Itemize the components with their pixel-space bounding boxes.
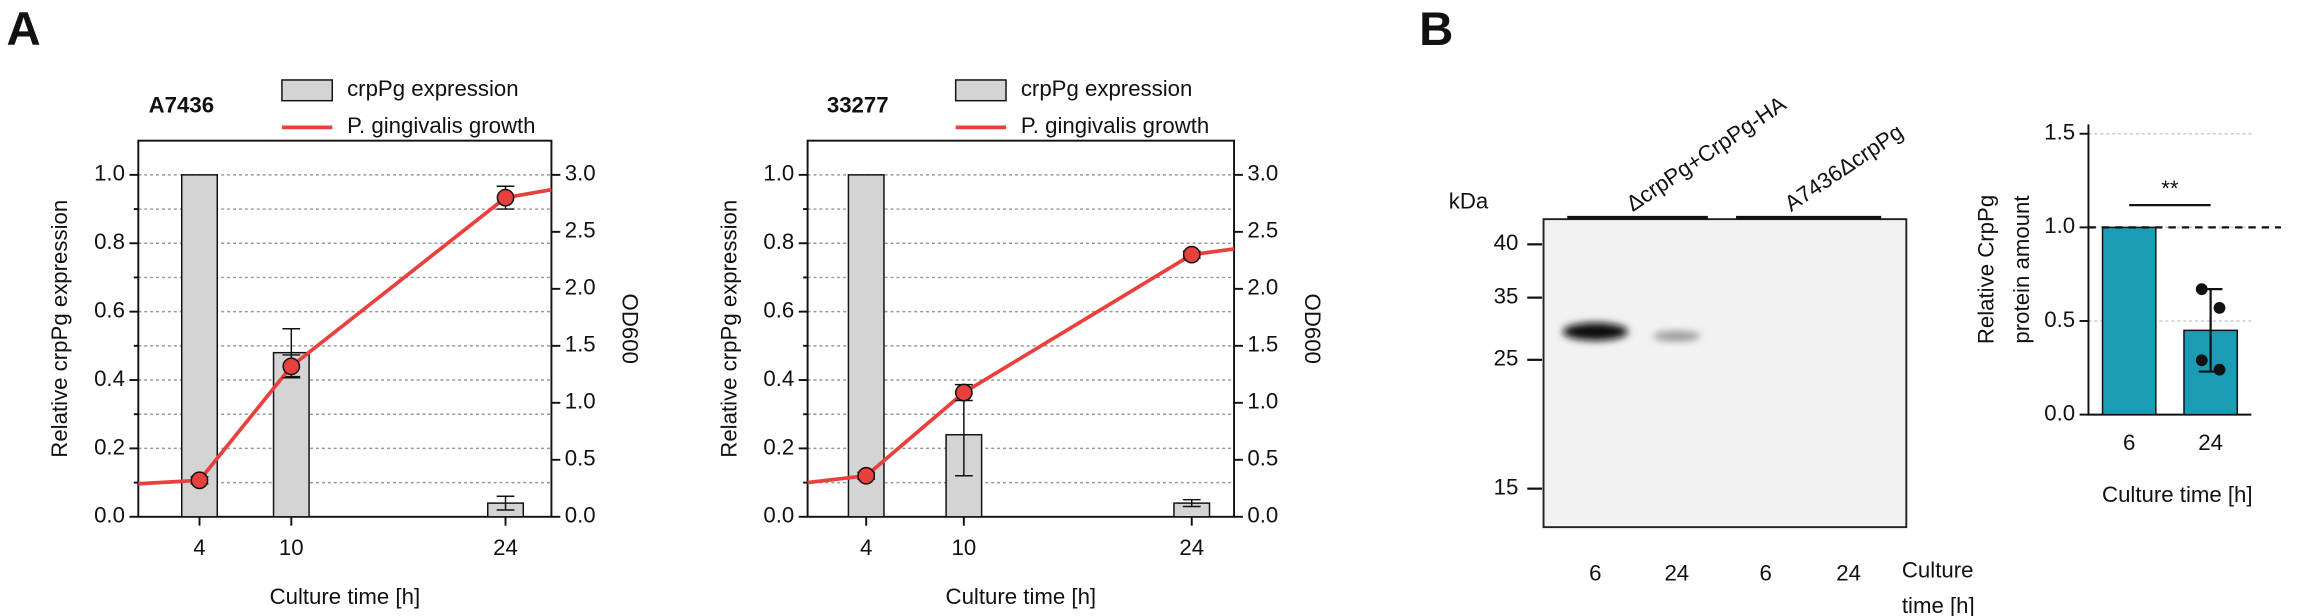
y2-tick-label: 2.5 [565,218,596,243]
mw-marker: 15 [1494,475,1519,500]
growth-point [857,466,876,485]
lane-label: A7436ΔcrpPg [1780,119,1908,216]
error-bar [1182,498,1201,508]
y2-axis-label: OD600 [1300,294,1325,364]
y-axis-label: Relative crpPg expression [47,200,72,458]
x-tick-label: 24 [2198,430,2223,455]
lane-time: 24 [1836,560,1861,585]
legend-label: P. gingivalis growth [1021,113,1209,138]
panel-label: A [7,3,41,56]
mw-marker: 40 [1494,230,1519,255]
x-axis-label: Culture time [h] [946,584,1097,609]
y2-tick-label: 2.0 [565,275,596,300]
panel-label: B [1419,3,1453,56]
legend-swatch [281,79,334,102]
y-tick-label: 1.0 [2044,213,2075,238]
y-axis-label: Relative crpPg expression [716,200,741,458]
mw-marker: 25 [1494,346,1519,371]
y-tick-label: 0.0 [2044,400,2075,425]
legend-swatch [954,79,1007,102]
y2-tick-label: 2.5 [1247,218,1278,243]
x-axis-label: Culture time [h] [270,584,421,609]
mw-marker: 35 [1494,283,1519,308]
error-bar [496,495,515,511]
y2-tick-label: 1.5 [565,332,596,357]
y-tick-label: 0.2 [763,434,794,459]
blot-unit: kDa [1449,189,1489,214]
growth-point [190,471,209,490]
growth-point [954,383,973,402]
y-tick-label: 0.5 [2044,307,2075,332]
y-tick-label: 0.2 [94,434,125,459]
x-tick-label: 24 [493,535,518,560]
legend-label: crpPg expression [1021,76,1193,101]
y-tick-label: 0.0 [763,503,794,528]
chart-title: A7436 [149,92,214,117]
growth-point [1182,245,1201,264]
y2-tick-label: 1.0 [565,389,596,414]
y2-tick-label: 1.0 [1247,389,1278,414]
y-tick-label: 0.0 [94,503,125,528]
y2-tick-label: 3.0 [565,161,596,186]
y2-tick-label: 0.5 [565,446,596,471]
y-axis-label: Relative CrpPg [1974,195,1999,344]
y-tick-label: 1.0 [94,161,125,186]
y-tick-label: 0.8 [94,229,125,254]
chart-title: 33277 [827,92,889,117]
x-tick-label: 24 [1179,535,1204,560]
x-tick-label: 10 [952,535,977,560]
x-tick-label: 4 [860,535,872,560]
y2-tick-label: 3.0 [1247,161,1278,186]
lane-time: 24 [1664,560,1689,585]
data-point [2195,283,2208,296]
x-tick-label: 4 [193,535,205,560]
y2-tick-label: 2.0 [1247,275,1278,300]
blot-x-label: time [h] [1902,593,1975,616]
y-tick-label: 0.8 [763,229,794,254]
y2-tick-label: 0.0 [1247,503,1278,528]
y2-tick-label: 1.5 [1247,332,1278,357]
y-tick-label: 1.5 [2044,120,2075,145]
x-tick-label: 10 [279,535,304,560]
y2-tick-label: 0.0 [565,503,596,528]
blot-band [1562,322,1628,341]
data-point [2213,301,2226,314]
bar [180,174,219,518]
y-tick-label: 0.4 [763,366,794,391]
y-tick-label: 0.6 [763,297,794,322]
legend-label: crpPg expression [347,76,519,101]
growth-point [282,357,301,376]
bar [847,174,885,518]
blot-x-label: Culture [1902,557,1974,582]
plot-frame [137,139,553,518]
bar [2101,226,2157,416]
growth-point [496,188,515,207]
blot-membrane [1542,218,1908,529]
y2-axis-label: OD600 [618,294,643,364]
lane-time: 6 [1759,560,1771,585]
plot-frame [806,139,1236,518]
lane-time: 6 [1589,560,1601,585]
y-tick-label: 0.6 [94,297,125,322]
x-tick-label: 6 [2123,430,2135,455]
y-tick-label: 1.0 [763,161,794,186]
data-point [2195,354,2208,367]
lane-label: ΔcrpPg+CrpPg-HA [1622,91,1791,216]
blot-band [1653,330,1701,342]
x-axis-label: Culture time [h] [2102,482,2253,507]
y-axis-label: protein amount [2009,195,2034,343]
y-tick-label: 0.4 [94,366,125,391]
data-point [2213,363,2226,376]
y2-tick-label: 0.5 [1247,446,1278,471]
legend-label: P. gingivalis growth [347,113,535,138]
significance: ** [2161,176,2179,201]
